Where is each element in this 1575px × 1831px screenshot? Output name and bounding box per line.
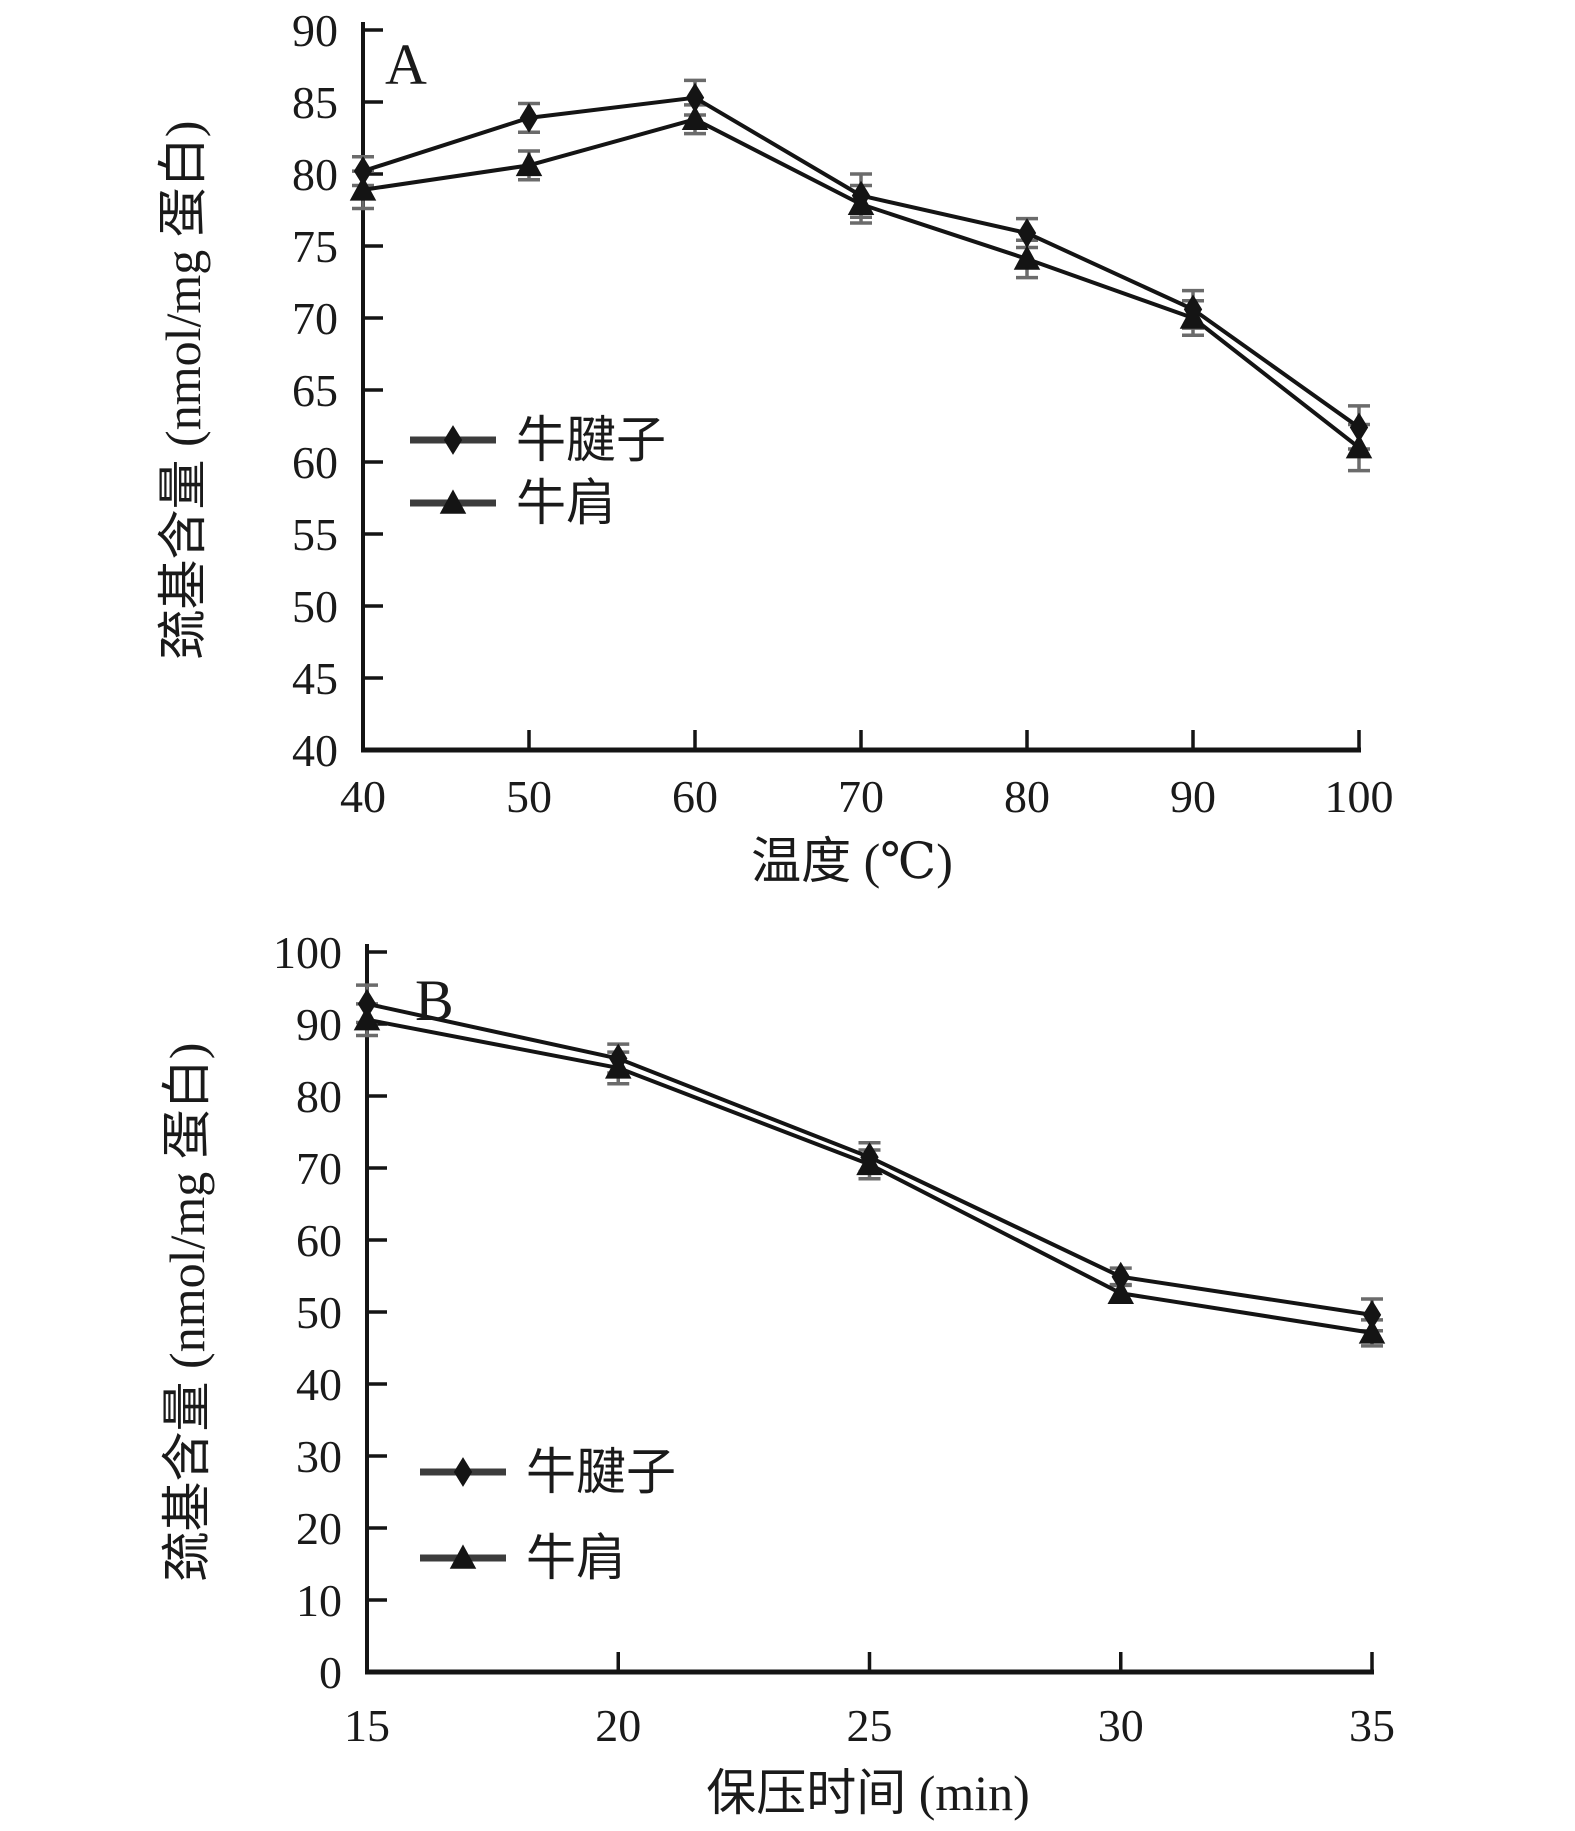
legend-label: 牛肩 (516, 475, 616, 531)
x-tick-label: 60 (672, 771, 718, 822)
y-tick-label: 40 (296, 1359, 342, 1410)
panel-a: 40 45 50 55 60 65 70 75 80 85 90 40 50 60 70 80 90 100 A 温度… (155, 5, 1394, 889)
triangle-marker (856, 1150, 883, 1176)
y-tick-label: 0 (319, 1647, 342, 1698)
legend-triangle-marker (449, 1544, 477, 1569)
triangle-marker (1107, 1279, 1135, 1305)
x-tick-label: 80 (1004, 771, 1050, 822)
x-tick-label: 50 (506, 771, 552, 822)
triangle-marker (1345, 434, 1373, 459)
legend-item: 牛肩 (410, 475, 616, 531)
y-tick-label: 55 (292, 509, 338, 560)
triangle-marker (1013, 245, 1041, 270)
triangle-marker (1358, 1319, 1386, 1344)
triangle-marker (1179, 304, 1207, 329)
x-tick-label: 20 (595, 1700, 641, 1751)
y-tick-label: 45 (292, 653, 338, 704)
x-tick-label: 25 (847, 1700, 893, 1751)
legend-diamond-marker (443, 425, 463, 455)
x-tick-label: 30 (1098, 1700, 1144, 1751)
y-tick-label: 100 (273, 927, 342, 978)
y-tick-label: 30 (296, 1431, 342, 1482)
legend-item: 牛腱子 (410, 412, 666, 468)
triangle-marker (515, 151, 543, 177)
legend-diamond-marker (453, 1457, 473, 1487)
diamond-marker (519, 102, 539, 133)
legend-triangle-marker (439, 489, 467, 514)
x-axis-title: 保压时间 (min) (706, 1765, 1030, 1821)
legend-label: 牛肩 (526, 1530, 626, 1586)
y-tick-label: 50 (296, 1287, 342, 1338)
y-tick-label: 10 (296, 1575, 342, 1626)
panel-letter: A (385, 32, 427, 97)
triangle-marker (847, 190, 875, 215)
triangle-marker (353, 1006, 381, 1031)
y-tick-label: 85 (292, 77, 338, 128)
y-tick-label: 90 (292, 5, 338, 56)
panel-b: 0 10 20 30 40 50 60 70 80 90 100 15 20 25 30 35 B 保压时间 (m… (159, 927, 1395, 1821)
y-tick-label: 40 (292, 725, 338, 776)
x-tick-label: 70 (838, 771, 884, 822)
y-axis-title: 巯基含量 (nmol/mg 蛋白) (155, 121, 211, 660)
x-axis-title: 温度 (℃) (751, 833, 953, 889)
y-tick-label: 90 (296, 999, 342, 1050)
x-tick-label: 35 (1349, 1700, 1395, 1751)
y-tick-label: 80 (292, 149, 338, 200)
x-tick-label: 15 (344, 1700, 390, 1751)
legend-label: 牛腱子 (516, 412, 666, 468)
y-tick-label: 60 (292, 437, 338, 488)
y-axis-title: 巯基含量 (nmol/mg 蛋白) (159, 1043, 215, 1582)
y-tick-label: 65 (292, 365, 338, 416)
series-line-diamond (362, 95, 1361, 430)
series-line-triangle (362, 117, 1361, 450)
y-tick-label: 70 (292, 293, 338, 344)
legend-label: 牛腱子 (526, 1444, 676, 1500)
legend-item: 牛腱子 (420, 1444, 676, 1500)
x-tick-label: 90 (1170, 771, 1216, 822)
triangle-marker (349, 176, 377, 201)
y-tick-label: 70 (296, 1143, 342, 1194)
x-tick-label: 100 (1325, 771, 1394, 822)
x-tick-label: 40 (340, 771, 386, 822)
y-tick-label: 80 (296, 1071, 342, 1122)
y-tick-label: 75 (292, 221, 338, 272)
y-tick-label: 60 (296, 1215, 342, 1266)
diamond-marker (1017, 218, 1037, 248)
triangle-marker (681, 105, 709, 131)
triangle-marker (604, 1054, 632, 1079)
y-tick-label: 50 (292, 581, 338, 632)
panel-letter: B (415, 968, 454, 1033)
y-tick-label: 20 (296, 1503, 342, 1554)
legend-item: 牛肩 (420, 1530, 626, 1586)
